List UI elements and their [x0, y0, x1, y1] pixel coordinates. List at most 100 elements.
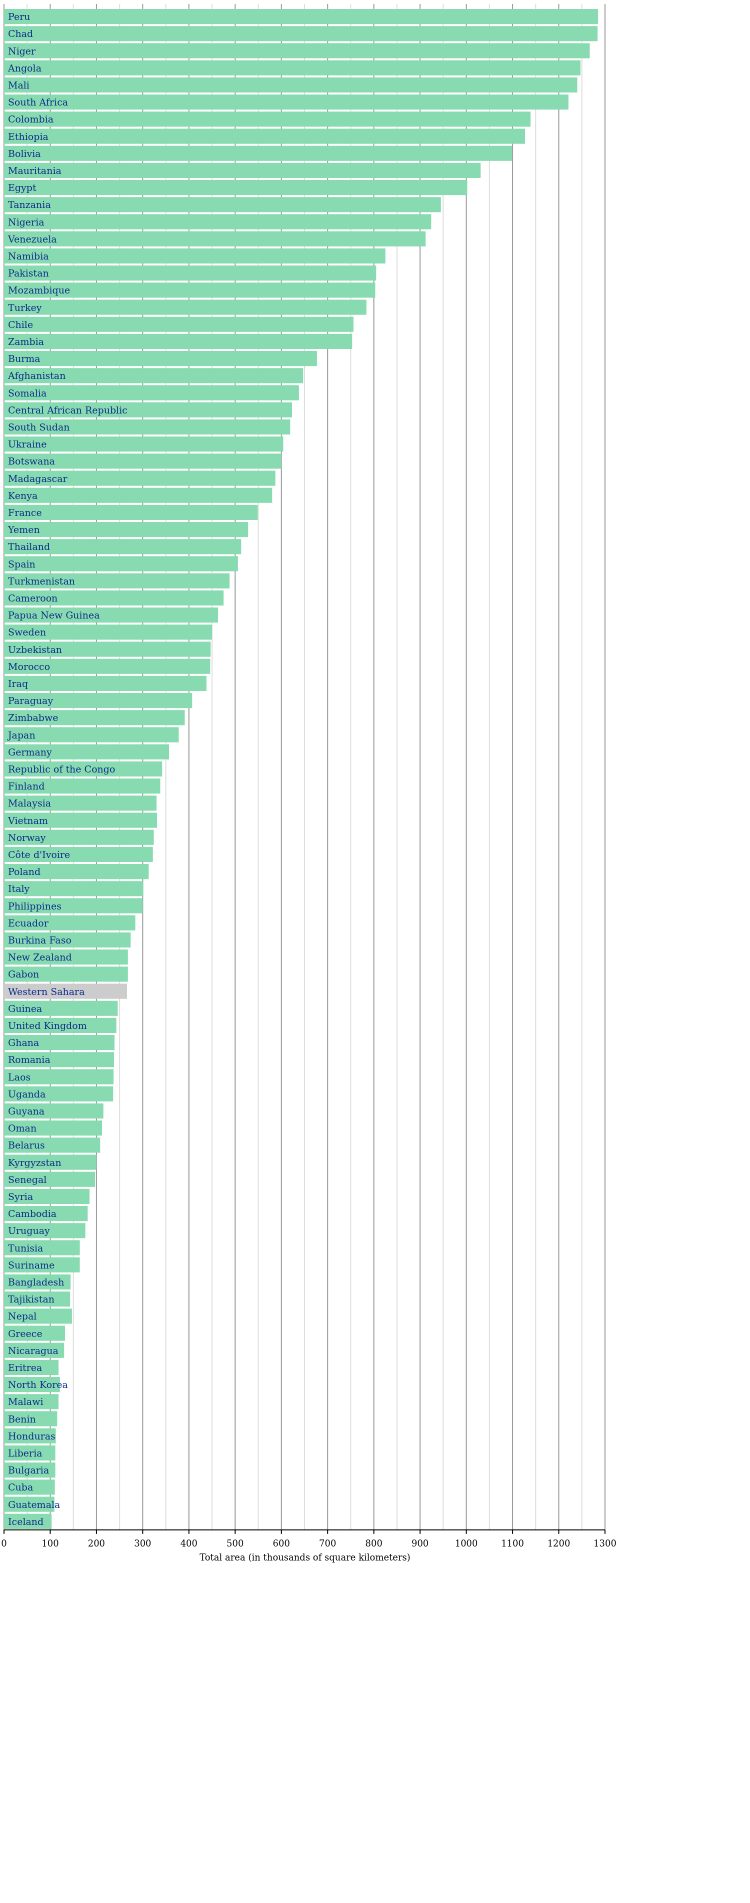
bar: [4, 1257, 80, 1273]
bar-label[interactable]: Kyrgyzstan: [8, 1158, 61, 1169]
bar-label[interactable]: Tunisia: [8, 1243, 44, 1254]
bar-label[interactable]: Thailand: [8, 542, 50, 553]
bar-label[interactable]: Tanzania: [8, 200, 51, 211]
bar-label[interactable]: Somalia: [8, 388, 47, 399]
bar-label[interactable]: Colombia: [8, 115, 54, 126]
bar: [4, 248, 386, 264]
bar-label[interactable]: New Zealand: [8, 953, 72, 964]
bar-label[interactable]: Guatemala: [8, 1500, 61, 1511]
bar-label[interactable]: France: [8, 508, 42, 519]
bar-label[interactable]: Chad: [8, 29, 33, 40]
bar-label[interactable]: Burkina Faso: [8, 935, 72, 946]
bar-label[interactable]: Republic of the Congo: [8, 764, 115, 775]
bar-label[interactable]: Morocco: [8, 662, 50, 673]
bar-label[interactable]: Mauritania: [8, 166, 62, 177]
bar-label[interactable]: Syria: [8, 1192, 33, 1203]
bar-label[interactable]: Côte d'Ivoire: [8, 850, 71, 861]
bar-label[interactable]: Burma: [8, 354, 41, 365]
bar-label[interactable]: Ghana: [8, 1038, 39, 1049]
bar-label[interactable]: Papua New Guinea: [8, 611, 100, 622]
bar-label[interactable]: Eritrea: [8, 1363, 42, 1374]
bar-label[interactable]: Venezuela: [7, 234, 57, 245]
bar-label[interactable]: Belarus: [8, 1141, 45, 1152]
bar-label[interactable]: Turkmenistan: [8, 576, 75, 587]
bar-label[interactable]: Nigeria: [8, 217, 45, 228]
bar-label[interactable]: Norway: [8, 833, 46, 844]
bar-label[interactable]: Egypt: [8, 183, 36, 194]
bar-label[interactable]: Gabon: [8, 970, 39, 981]
bar-label[interactable]: Mozambique: [8, 286, 70, 297]
bar-label[interactable]: Bangladesh: [8, 1277, 64, 1288]
bar-label[interactable]: Philippines: [8, 901, 62, 912]
bar-label[interactable]: Guyana: [8, 1106, 45, 1117]
x-tick-label: 300: [134, 1539, 151, 1549]
bar-label[interactable]: Poland: [8, 867, 41, 878]
bar-label[interactable]: Kenya: [8, 491, 38, 502]
bar-label[interactable]: Uruguay: [8, 1226, 51, 1237]
bar-label[interactable]: Italy: [8, 884, 30, 895]
bar-label[interactable]: Cuba: [8, 1483, 33, 1494]
bar-label[interactable]: Chile: [8, 320, 33, 331]
bar-label[interactable]: Pakistan: [8, 269, 49, 280]
bar-label[interactable]: Japan: [7, 730, 35, 741]
bar-label[interactable]: Western Sahara: [8, 987, 85, 998]
bar-label[interactable]: Sweden: [8, 628, 46, 639]
bar-label[interactable]: Ukraine: [8, 440, 47, 451]
bar-label[interactable]: Ethiopia: [8, 132, 49, 143]
bar-label[interactable]: Iraq: [8, 679, 28, 690]
bar-label[interactable]: Zambia: [8, 337, 44, 348]
bar-label[interactable]: Oman: [8, 1124, 37, 1135]
bar-label[interactable]: Cambodia: [8, 1209, 57, 1220]
bar-label[interactable]: Malawi: [8, 1397, 43, 1408]
bar-label[interactable]: Greece: [8, 1329, 43, 1340]
bar-label[interactable]: Nicaragua: [8, 1346, 59, 1357]
bar-label[interactable]: Honduras: [8, 1431, 56, 1442]
bar-label[interactable]: Niger: [8, 46, 36, 57]
bar-label[interactable]: Central African Republic: [8, 405, 127, 416]
bar: [4, 385, 299, 401]
bar: [4, 145, 513, 161]
bar: [4, 864, 149, 880]
bar-label[interactable]: Paraguay: [8, 696, 54, 707]
bar-label[interactable]: Uganda: [8, 1089, 46, 1100]
bar-label[interactable]: Peru: [8, 12, 30, 23]
bar-label[interactable]: Tajikistan: [8, 1295, 55, 1306]
bar-label[interactable]: Romania: [8, 1055, 51, 1066]
bar-label[interactable]: Liberia: [8, 1448, 43, 1459]
bar-label[interactable]: Ecuador: [8, 918, 49, 929]
bar-label[interactable]: Finland: [8, 782, 45, 793]
bar-label[interactable]: Cameroon: [8, 593, 58, 604]
bar: [4, 60, 581, 76]
bar-label[interactable]: South Sudan: [8, 422, 70, 433]
bar-label[interactable]: Vietnam: [7, 816, 48, 827]
bar-label[interactable]: Afghanistan: [7, 371, 66, 382]
bar-label[interactable]: Bulgaria: [8, 1466, 49, 1477]
bar-label[interactable]: Namibia: [8, 251, 49, 262]
bar-label[interactable]: North Korea: [8, 1380, 68, 1391]
bar-label[interactable]: Suriname: [8, 1260, 55, 1271]
x-tick-label: 200: [88, 1539, 105, 1549]
bar-label[interactable]: Spain: [8, 559, 35, 570]
bar-label[interactable]: Yemen: [7, 525, 40, 536]
bar-label[interactable]: Mali: [8, 80, 29, 91]
bar-label[interactable]: Uzbekistan: [8, 645, 62, 656]
bar-label[interactable]: Germany: [8, 747, 53, 758]
bar-label[interactable]: United Kingdom: [8, 1021, 87, 1032]
bar-label[interactable]: Bolivia: [8, 149, 41, 160]
bar-label[interactable]: Senegal: [8, 1175, 47, 1186]
bar: [4, 522, 249, 538]
bar-label[interactable]: Angola: [7, 63, 42, 74]
bar-label[interactable]: Turkey: [8, 303, 42, 314]
bar-label[interactable]: Iceland: [8, 1517, 44, 1528]
bar-label[interactable]: Nepal: [8, 1312, 37, 1323]
bar: [4, 590, 224, 606]
bar-label[interactable]: Guinea: [8, 1004, 42, 1015]
bar-label[interactable]: Laos: [8, 1072, 31, 1083]
bar-label[interactable]: South Africa: [8, 98, 68, 109]
bar-label[interactable]: Zimbabwe: [8, 713, 59, 724]
bar: [4, 949, 128, 965]
bar-label[interactable]: Malaysia: [8, 799, 51, 810]
bar-label[interactable]: Benin: [8, 1414, 36, 1425]
bar-label[interactable]: Madagascar: [8, 474, 68, 485]
bar-label[interactable]: Botswana: [8, 457, 55, 468]
